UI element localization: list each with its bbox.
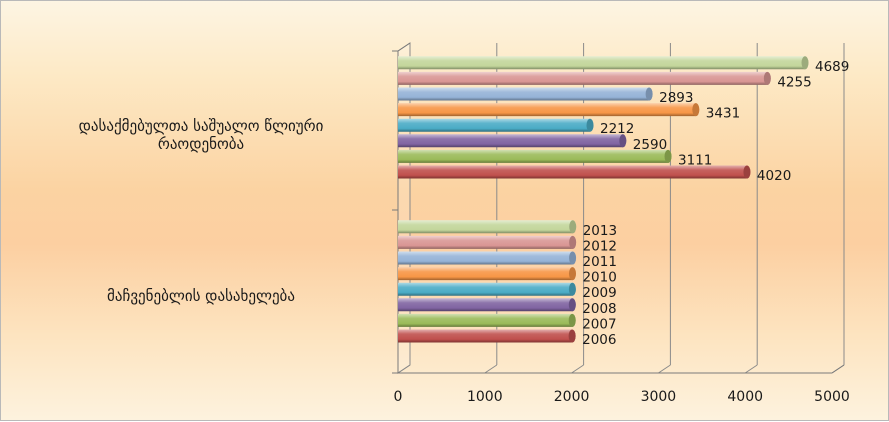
category-label: მაჩვენებლის დასახელება (107, 287, 295, 305)
data-label-2013-cat1: 2013 (583, 223, 617, 239)
x-tick-label: 5000 (814, 389, 850, 405)
bar-body (398, 118, 594, 132)
data-label-2008-cat0: 2590 (633, 137, 667, 153)
bar-2008-cat0 (398, 134, 627, 148)
bar-body (398, 56, 809, 70)
bar-cap (568, 282, 576, 296)
bar-cap (569, 251, 577, 265)
bar-body (398, 103, 700, 117)
bar-2010-cat1 (398, 267, 576, 281)
bar-cap (568, 267, 576, 281)
bar-cap (569, 235, 577, 249)
bar-body (398, 251, 577, 265)
bar-2006-cat1 (398, 329, 576, 343)
bar-cap (568, 313, 576, 327)
bar-body (398, 267, 576, 281)
labels: 0 1000 2000 3000 4000 5000 დასაქმებულთა საშუალ… (79, 59, 850, 405)
bar-body (398, 87, 653, 101)
bar-cap (645, 87, 653, 101)
gridline-floor (571, 364, 584, 374)
bar-body (398, 71, 771, 85)
bar-body (398, 282, 576, 296)
bar-body (398, 235, 577, 249)
data-label-2006-cat1: 2006 (582, 332, 616, 348)
bar-2013-cat0 (398, 56, 809, 70)
bar-body (398, 165, 751, 179)
bar-2013-cat1 (398, 220, 577, 234)
data-label-2008-cat1: 2008 (582, 301, 616, 317)
bar-cap (743, 165, 751, 179)
data-label-2007-cat1: 2007 (582, 316, 616, 332)
bar-cap (586, 118, 594, 132)
x-axis-end (831, 364, 845, 374)
data-label-2010-cat0: 3431 (706, 106, 740, 122)
bar-cap (763, 71, 771, 85)
bar-cap (619, 134, 627, 148)
bar-2009-cat0 (398, 118, 594, 132)
bar-cap (568, 329, 576, 343)
category-label: რაოდენობა (158, 135, 244, 153)
bar-body (398, 298, 576, 312)
data-label-2012-cat0: 4255 (777, 74, 811, 90)
gridline-floor (744, 364, 758, 374)
bar-2007-cat1 (398, 313, 576, 327)
x-tick-label: 1000 (467, 389, 503, 405)
bar-2012-cat1 (398, 235, 577, 249)
bar-cap (569, 220, 577, 234)
bar-2007-cat0 (398, 149, 672, 163)
bar-cap (664, 149, 672, 163)
x-tick-label: 3000 (641, 389, 677, 405)
data-label-2007-cat0: 3111 (678, 152, 712, 168)
bar-cap (568, 298, 576, 312)
x-tick-label: 4000 (727, 389, 763, 405)
bar-body (398, 329, 576, 343)
gridline-floor (658, 364, 671, 374)
gridline-floor (484, 364, 498, 374)
bar-cap (692, 103, 700, 117)
bar-2009-cat1 (398, 282, 576, 296)
data-label-2010-cat1: 2010 (582, 270, 616, 286)
bar-2012-cat0 (398, 71, 771, 85)
data-label-2006-cat0: 4020 (757, 168, 791, 184)
bar-2008-cat1 (398, 298, 576, 312)
bar-body (398, 149, 672, 163)
bar-body (398, 220, 577, 234)
x-tick-label: 2000 (554, 389, 590, 405)
data-label-2013-cat0: 4689 (815, 59, 849, 75)
bar-2006-cat0 (398, 165, 751, 179)
category-label: დასაქმებულთა საშუალო წლიური (79, 117, 324, 135)
data-label-2009-cat1: 2009 (582, 285, 616, 301)
bars (398, 56, 809, 343)
data-label-2011-cat1: 2011 (583, 254, 617, 270)
bar-2010-cat0 (398, 103, 700, 117)
y-axis-top (397, 42, 411, 52)
bar-cap (801, 56, 809, 70)
bar-body (398, 134, 627, 148)
bar-body (398, 313, 576, 327)
gridline-floor (397, 364, 411, 374)
data-label-2011-cat0: 2893 (659, 90, 693, 106)
data-label-2012-cat1: 2012 (583, 238, 617, 254)
data-label-2009-cat0: 2212 (600, 121, 634, 137)
bar-2011-cat0 (398, 87, 653, 101)
x-tick-label: 0 (394, 389, 403, 405)
bar-2011-cat1 (398, 251, 577, 265)
